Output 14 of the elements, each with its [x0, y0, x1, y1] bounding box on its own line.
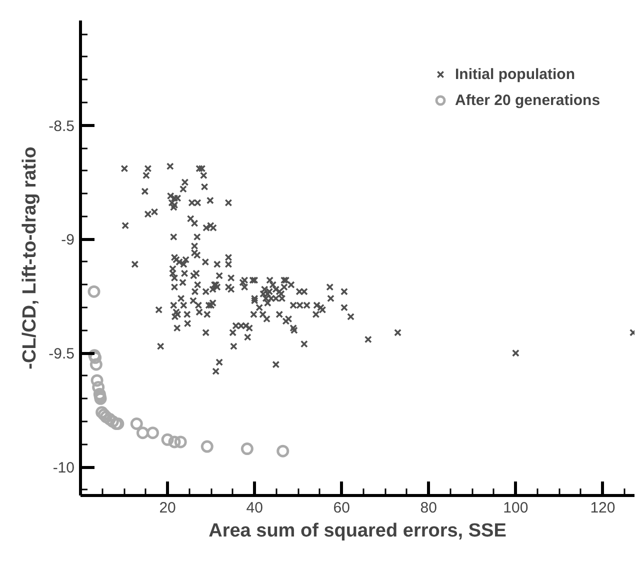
x-tick-label: 40 — [246, 500, 263, 516]
legend-label: After 20 generations — [455, 92, 600, 108]
x-tick-label: 20 — [159, 500, 176, 516]
legend-label: Initial population — [455, 66, 575, 82]
y-tick-label: -9 — [61, 232, 75, 249]
x-tick-label: 100 — [503, 500, 528, 516]
y-tick-label: -8.5 — [48, 118, 75, 135]
x-tick-label: 80 — [420, 500, 437, 516]
y-tick-label: -9.5 — [48, 346, 75, 363]
y-tick-label: -10 — [52, 460, 75, 477]
x-axis-title: Area sum of squared errors, SSE — [208, 520, 506, 542]
x-tick-label: 60 — [333, 500, 350, 516]
x-tick-label: 120 — [590, 500, 616, 516]
y-axis-title: -CL/CD, Lift-to-drag ratio — [20, 146, 41, 370]
